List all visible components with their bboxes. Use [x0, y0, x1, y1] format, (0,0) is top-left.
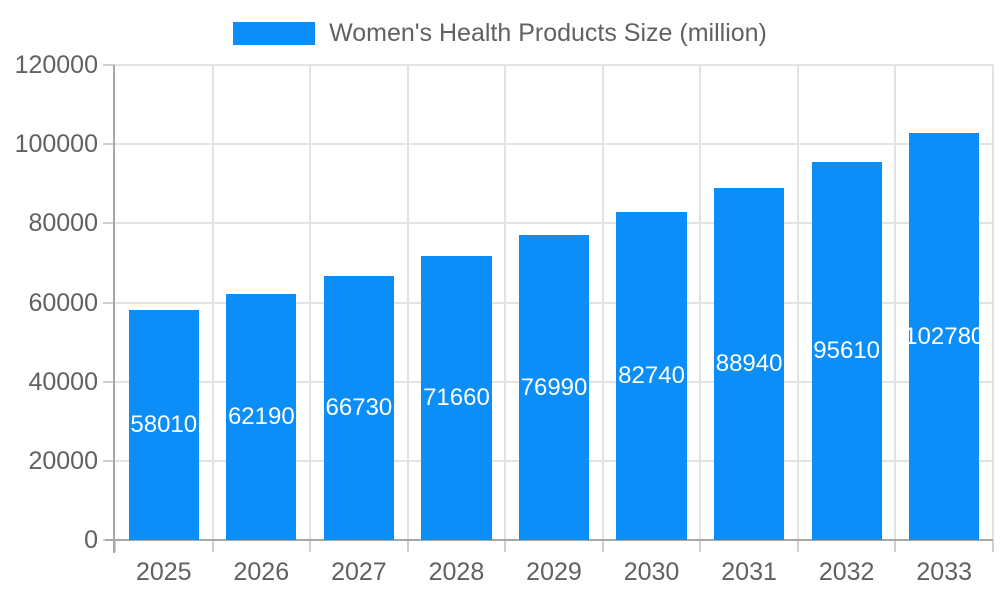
v-gridline [406, 65, 409, 540]
bar-2031[interactable] [713, 187, 785, 540]
y-tick-mark [103, 222, 115, 225]
h-gridline [115, 143, 993, 146]
x-tick-label: 2031 [721, 558, 777, 586]
v-gridline [699, 65, 702, 540]
x-tick-label: 2028 [428, 558, 485, 586]
bar-value-label: 102780 [904, 322, 985, 350]
v-gridline [211, 65, 214, 540]
x-tick-mark [211, 540, 214, 552]
x-tick-mark [406, 540, 409, 552]
y-tick-mark [103, 301, 115, 304]
bar-value-label: 88940 [715, 349, 783, 377]
bar-2029[interactable] [518, 235, 590, 540]
bar-2030[interactable] [616, 212, 687, 540]
x-tick-mark [504, 540, 507, 552]
bar-value-label: 82740 [618, 362, 685, 390]
bar-value-label: 95610 [813, 336, 881, 364]
x-tick-mark [894, 540, 897, 552]
x-tick-label: 2033 [916, 558, 973, 586]
x-tick-label: 2026 [233, 558, 290, 586]
x-tick-mark [601, 540, 604, 552]
bar-value-label: 58010 [130, 411, 198, 439]
bar-2028[interactable] [421, 256, 492, 540]
bar-2027[interactable] [323, 275, 394, 540]
y-tick-mark [103, 64, 115, 66]
legend-swatch [233, 21, 316, 45]
bar-value-label: 62190 [227, 402, 295, 430]
v-gridline [796, 65, 799, 540]
y-tick-label: 20000 [28, 446, 98, 475]
x-tick-label: 2029 [526, 558, 582, 586]
v-gridline [992, 65, 994, 540]
y-tick-mark [103, 143, 115, 146]
x-tick-label: 2032 [818, 558, 875, 586]
x-tick-mark [699, 540, 702, 552]
y-tick-label: 40000 [28, 367, 98, 396]
legend-label: Women's Health Products Size (million) [329, 19, 767, 47]
y-tick-label: 100000 [14, 130, 98, 159]
y-axis-line [113, 65, 115, 553]
legend[interactable]: Women's Health Products Size (million) [0, 19, 1000, 47]
bar-2026[interactable] [226, 293, 297, 540]
x-tick-mark [114, 540, 116, 552]
y-tick-mark [103, 380, 115, 383]
v-gridline [504, 65, 507, 540]
v-gridline [894, 65, 897, 540]
v-gridline [309, 65, 312, 540]
y-tick-label: 0 [84, 526, 98, 554]
v-gridline [601, 65, 604, 540]
x-tick-label: 2030 [623, 558, 680, 586]
h-gridline [115, 64, 993, 66]
y-tick-label: 120000 [14, 51, 98, 79]
y-tick-mark [103, 459, 115, 462]
x-tick-label: 2025 [135, 558, 192, 586]
bar-2025[interactable] [128, 310, 199, 540]
bar-value-label: 71660 [423, 384, 490, 412]
x-tick-mark [796, 540, 799, 552]
x-tick-label: 2027 [331, 558, 387, 586]
bar-value-label: 66730 [325, 393, 393, 421]
x-axis-line [105, 539, 993, 541]
x-tick-mark [309, 540, 312, 552]
y-tick-label: 80000 [28, 209, 98, 238]
bar-2033[interactable] [909, 133, 980, 540]
bar-2032[interactable] [811, 161, 882, 540]
h-gridline [115, 222, 993, 225]
x-tick-mark [992, 540, 994, 552]
bar-value-label: 76990 [520, 373, 588, 401]
y-tick-label: 60000 [28, 288, 98, 317]
